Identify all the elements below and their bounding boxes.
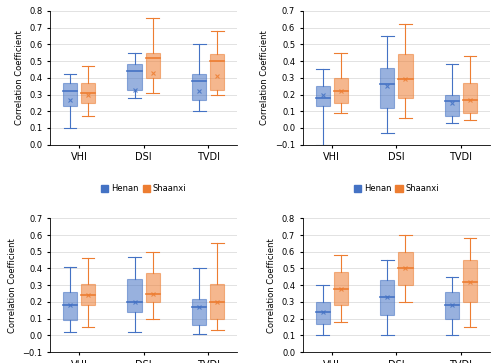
Bar xyxy=(128,278,141,312)
Legend: Henan, Shaanxi: Henan, Shaanxi xyxy=(98,181,190,197)
Text: (b)  OND: (b) OND xyxy=(375,222,418,232)
Bar xyxy=(445,292,459,319)
Bar xyxy=(210,54,224,90)
Legend: Henan, Shaanxi: Henan, Shaanxi xyxy=(350,181,442,197)
Y-axis label: Correlation Coefficient: Correlation Coefficient xyxy=(268,238,276,333)
Bar xyxy=(334,78,348,103)
Bar xyxy=(146,53,160,78)
Bar xyxy=(63,83,77,106)
Bar xyxy=(316,86,330,106)
Bar xyxy=(128,64,141,90)
Bar xyxy=(316,302,330,324)
Bar xyxy=(463,260,477,302)
Text: (a)  whole growing season: (a) whole growing season xyxy=(80,222,208,232)
Bar xyxy=(192,74,206,99)
Bar xyxy=(210,284,224,319)
Bar xyxy=(81,83,95,103)
Y-axis label: Correlation Coefficient: Correlation Coefficient xyxy=(8,238,16,333)
Bar xyxy=(398,54,412,98)
Bar xyxy=(398,252,412,285)
Bar xyxy=(334,272,348,305)
Bar xyxy=(380,68,394,108)
Bar xyxy=(445,94,459,116)
Bar xyxy=(146,273,160,302)
Bar xyxy=(81,284,95,305)
Bar xyxy=(380,280,394,315)
Y-axis label: Correlation Coefficient: Correlation Coefficient xyxy=(260,30,270,125)
Bar xyxy=(63,292,77,320)
Bar xyxy=(192,299,206,325)
Y-axis label: Correlation Coefficient: Correlation Coefficient xyxy=(14,30,24,125)
Bar xyxy=(463,83,477,113)
